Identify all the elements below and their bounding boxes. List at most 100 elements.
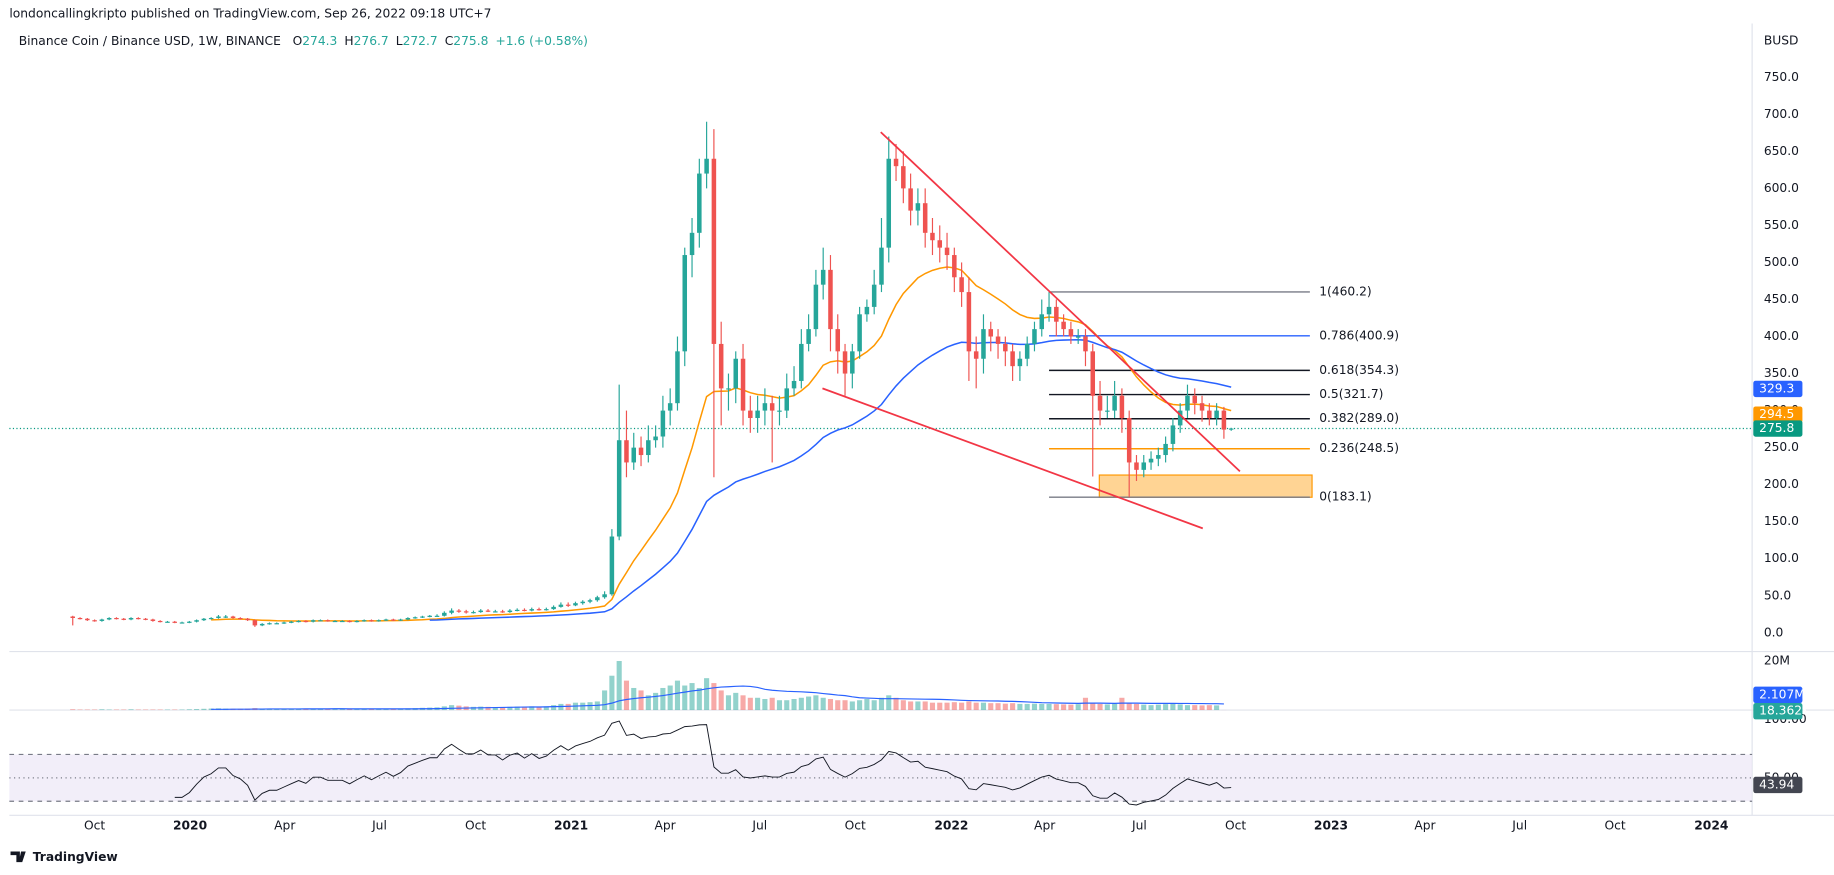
volume-bar	[485, 706, 491, 711]
last-price-tag: 275.8	[1759, 421, 1794, 435]
ma-price-tag: 329.3	[1759, 381, 1794, 395]
volume-bar	[1010, 703, 1016, 711]
volume-bar	[1061, 704, 1067, 711]
volume-tag-bg	[1753, 703, 1803, 720]
candle-body	[172, 621, 178, 623]
candle-body	[901, 166, 906, 189]
volume-bar	[886, 695, 892, 711]
volume-bar	[339, 709, 345, 711]
candle-body	[1126, 418, 1132, 463]
candle-body	[165, 621, 170, 623]
candle-body	[1010, 351, 1015, 367]
moving-average	[211, 266, 1232, 622]
ma-price-tag: 294.5	[1759, 407, 1794, 421]
candle-body	[340, 620, 345, 623]
volume-bar	[842, 700, 848, 711]
y-tick-label: 600.0	[1764, 181, 1799, 195]
candle-body	[442, 612, 447, 616]
candle-body	[398, 619, 403, 621]
volume-bar	[696, 687, 702, 711]
candle-body	[1061, 321, 1066, 330]
candle-body	[412, 617, 418, 619]
volume-bar	[1184, 705, 1191, 711]
volume-bar	[128, 709, 134, 711]
y-tick-label: 500.0	[1764, 255, 1799, 269]
volume-bar	[1141, 704, 1147, 711]
volume-bar	[1148, 705, 1154, 711]
candle-body	[675, 351, 680, 404]
candle-body	[536, 609, 542, 611]
volume-bar	[951, 702, 957, 711]
candle-body	[573, 603, 578, 606]
volume-bar	[1163, 704, 1169, 711]
volume-bar	[70, 709, 76, 711]
last-price-tag-bg	[1753, 420, 1803, 437]
volume-bar	[900, 700, 906, 711]
volume-bar	[762, 698, 768, 711]
volume-bar	[1068, 704, 1074, 711]
volume-bar	[1119, 697, 1125, 711]
candle-body	[383, 619, 389, 621]
candle-body	[1141, 462, 1147, 470]
candle-body	[762, 403, 768, 411]
volume-bar	[776, 700, 783, 711]
volume-bar	[638, 690, 644, 711]
candle-body	[179, 622, 185, 624]
candle-body	[879, 247, 884, 285]
volume-bar	[347, 709, 353, 711]
volume-bar	[1082, 697, 1089, 711]
volume-bar	[973, 702, 979, 711]
candle-body	[718, 343, 724, 389]
candle-body	[1097, 395, 1103, 411]
candle-body	[150, 619, 156, 621]
y-tick-label: 550.0	[1764, 218, 1799, 232]
candle-body	[1003, 343, 1008, 352]
candle-body	[522, 609, 527, 612]
candle-body	[551, 606, 556, 610]
trend-line	[880, 131, 1241, 472]
y-tick-label: 200.0	[1764, 477, 1799, 491]
volume-bar	[871, 700, 877, 711]
candle-body	[1148, 458, 1154, 463]
candle-body	[1156, 455, 1161, 459]
candle-body	[434, 615, 440, 617]
legend-value: 275.8	[453, 33, 488, 47]
candle-body	[514, 609, 520, 612]
x-tick-label: Jul	[1511, 818, 1527, 832]
candle-body	[937, 240, 943, 248]
y-tick-label: 450.0	[1764, 292, 1799, 306]
legend-value: 274.3	[302, 33, 337, 47]
candle-body	[361, 620, 367, 622]
volume-bar	[711, 683, 717, 711]
fib-label: 0.618(354.3)	[1319, 363, 1399, 377]
volume-bar	[507, 706, 513, 711]
volume-bar	[1126, 702, 1132, 711]
volume-bar	[827, 698, 834, 711]
volume-bar	[667, 685, 673, 711]
legend-value: 272.7	[403, 33, 438, 47]
candle-body	[77, 617, 83, 620]
candle-body	[813, 284, 819, 330]
zone	[1098, 474, 1313, 498]
candle-body	[587, 600, 593, 602]
candle-body	[660, 410, 666, 437]
fib-label: 0.5(321.7)	[1319, 387, 1383, 401]
candle-body	[187, 621, 192, 623]
candle-body	[310, 620, 316, 622]
candle-body	[106, 617, 112, 620]
candle-body	[835, 329, 841, 352]
volume-bar	[718, 690, 724, 711]
candle-body	[296, 620, 301, 623]
trend-line	[822, 387, 1204, 530]
candle-body	[1185, 395, 1190, 411]
candle-body	[595, 597, 600, 601]
candle-body	[908, 188, 913, 211]
candle-body	[565, 604, 571, 606]
volume-bar	[500, 707, 506, 711]
candle-body	[456, 610, 462, 612]
candle-body	[121, 618, 127, 620]
fib-label: 0.382(289.0)	[1319, 411, 1399, 425]
candle-body	[828, 269, 833, 330]
